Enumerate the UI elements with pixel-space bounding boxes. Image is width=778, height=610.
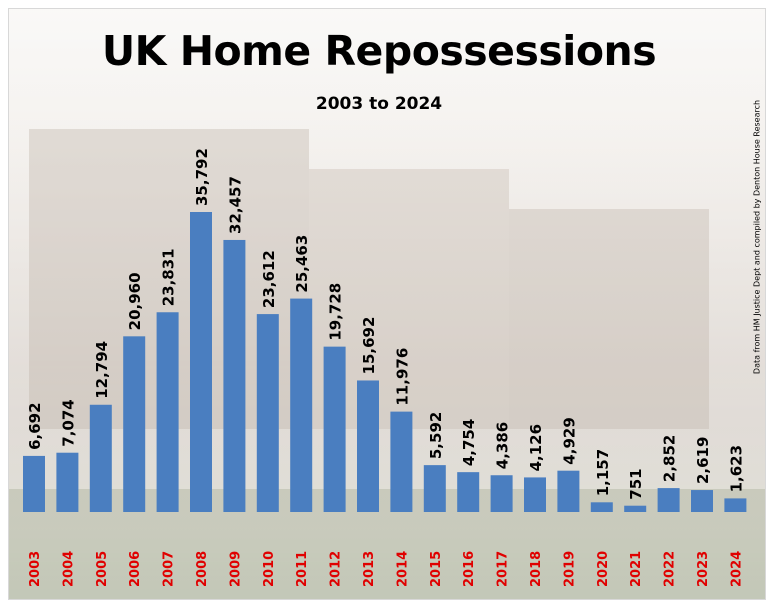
- year-label-2020: 2020: [596, 551, 611, 587]
- year-label-2010: 2010: [262, 551, 277, 587]
- value-label-2011: 25,463: [293, 235, 311, 293]
- value-labels-group: 6,692 7,074 12,794 20,960 23,831 35,792 32,457…: [26, 148, 745, 500]
- value-label-2006: 20,960: [126, 272, 144, 330]
- bar-2007: [156, 312, 179, 512]
- bar-2012: [323, 346, 346, 512]
- value-label-2016: 4,754: [460, 419, 478, 466]
- year-label-2022: 2022: [663, 551, 678, 587]
- bar-2015: [423, 465, 446, 512]
- bar-2005: [89, 404, 112, 512]
- year-label-2018: 2018: [529, 551, 544, 587]
- value-label-2009: 32,457: [226, 176, 244, 234]
- year-label-2005: 2005: [95, 551, 110, 587]
- value-label-2004: 7,074: [59, 399, 77, 446]
- value-label-2003: 6,692: [26, 402, 44, 449]
- value-label-2024: 1,623: [727, 445, 745, 492]
- year-label-2017: 2017: [496, 551, 511, 587]
- value-label-2018: 4,126: [527, 424, 545, 471]
- value-label-2014: 11,976: [393, 348, 411, 406]
- year-label-2009: 2009: [228, 551, 243, 587]
- value-label-2008: 35,792: [193, 148, 211, 206]
- value-label-2012: 19,728: [327, 283, 345, 341]
- year-label-2024: 2024: [729, 551, 744, 587]
- year-label-2013: 2013: [362, 551, 377, 587]
- bars-group: [23, 212, 747, 512]
- bar-2016: [457, 472, 480, 512]
- value-label-2020: 1,157: [594, 449, 612, 496]
- bar-2020: [590, 502, 613, 512]
- value-label-2022: 2,852: [661, 435, 679, 482]
- value-label-2019: 4,929: [560, 417, 578, 464]
- value-label-2013: 15,692: [360, 317, 378, 375]
- year-label-2019: 2019: [562, 551, 577, 587]
- year-label-2006: 2006: [128, 551, 143, 587]
- value-label-2021: 751: [627, 468, 645, 499]
- bar-2021: [624, 505, 647, 512]
- value-label-2015: 5,592: [427, 412, 445, 459]
- bar-chart: 6,692 7,074 12,794 20,960 23,831 35,792 32,457…: [23, 148, 747, 587]
- bar-2017: [490, 475, 513, 512]
- value-label-2017: 4,386: [494, 422, 512, 469]
- bar-2004: [56, 452, 79, 512]
- value-label-2005: 12,794: [93, 341, 111, 399]
- bar-2013: [357, 380, 379, 512]
- year-label-2014: 2014: [395, 551, 410, 587]
- bar-2018: [524, 477, 546, 512]
- chart-frame: UK Home Repossessions 2003 to 2024 Data …: [8, 8, 766, 600]
- bar-2019: [557, 470, 580, 512]
- bar-2024: [724, 498, 747, 512]
- year-label-2007: 2007: [162, 551, 177, 587]
- bar-2009: [223, 239, 246, 512]
- year-label-2012: 2012: [329, 551, 344, 587]
- bar-2003: [23, 455, 45, 512]
- bar-2006: [123, 336, 146, 512]
- value-label-2023: 2,619: [694, 437, 712, 484]
- year-label-2004: 2004: [61, 551, 76, 587]
- year-label-2021: 2021: [629, 551, 644, 587]
- year-label-2011: 2011: [295, 551, 310, 587]
- chart-subtitle: 2003 to 2024: [315, 94, 443, 114]
- bar-2022: [657, 488, 680, 512]
- chart-title: UK Home Repossessions: [101, 27, 657, 75]
- bar-2008: [190, 212, 212, 512]
- value-label-2007: 23,831: [160, 248, 178, 306]
- year-label-2015: 2015: [429, 551, 444, 587]
- year-label-2016: 2016: [462, 551, 477, 587]
- year-label-2003: 2003: [28, 551, 43, 587]
- bar-2023: [691, 490, 713, 512]
- bar-2010: [256, 314, 279, 512]
- bar-2011: [290, 298, 313, 512]
- bar-2014: [390, 411, 413, 512]
- value-label-2010: 23,612: [260, 250, 278, 308]
- year-label-2023: 2023: [696, 551, 711, 587]
- year-labels-group: 2003 2004 2005 2006 2007 2008 2009 2010 2011 2012…: [28, 551, 744, 587]
- house-silhouette: [509, 209, 709, 429]
- year-label-2008: 2008: [195, 551, 210, 587]
